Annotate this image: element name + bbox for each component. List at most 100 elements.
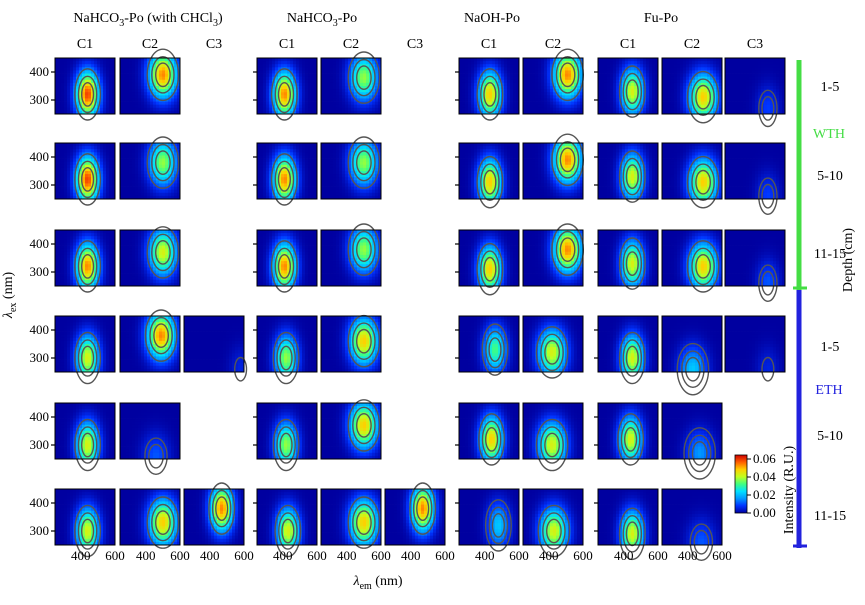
heat-cell <box>652 86 655 90</box>
heat-cell <box>305 168 308 172</box>
heat-cell <box>106 152 109 156</box>
heat-cell <box>55 143 58 147</box>
heat-cell <box>619 67 622 71</box>
heat-cell <box>737 58 740 62</box>
heat-cell <box>70 80 73 84</box>
heat-cell <box>740 98 743 102</box>
heat-cell <box>462 89 465 93</box>
heat-cell <box>535 98 538 102</box>
heat-cell <box>132 67 135 71</box>
heat-cell <box>333 180 336 184</box>
heat-cell <box>257 74 260 78</box>
heat-cell <box>144 193 147 197</box>
heat-cell <box>351 64 354 68</box>
heat-cell <box>671 86 674 90</box>
heat-cell <box>55 61 58 65</box>
heat-cell <box>351 193 354 197</box>
heat-cell <box>480 146 483 150</box>
heat-cell <box>492 92 495 96</box>
heat-cell <box>776 61 779 65</box>
heat-cell <box>462 168 465 172</box>
heat-cell <box>123 162 126 166</box>
heat-cell <box>556 98 559 102</box>
heat-cell <box>737 98 740 102</box>
heat-cell <box>100 105 103 109</box>
heat-cell <box>305 108 308 112</box>
heat-cell <box>336 58 339 62</box>
heat-cell <box>746 98 749 102</box>
heat-cell <box>707 67 710 71</box>
heat-cell <box>88 58 91 62</box>
heat-cell <box>372 146 375 150</box>
heat-cell <box>79 146 82 150</box>
heat-cell <box>94 64 97 68</box>
heat-cell <box>604 105 607 109</box>
heat-cell <box>565 70 568 74</box>
heat-cell <box>67 89 70 93</box>
heat-cell <box>665 80 668 84</box>
heat-cell <box>616 77 619 81</box>
heat-cell <box>266 102 269 106</box>
heat-cell <box>465 105 468 109</box>
heat-cell <box>129 171 132 175</box>
heat-cell <box>342 102 345 106</box>
heat-cell <box>354 58 357 62</box>
heat-cell <box>507 80 510 84</box>
heat-cell <box>85 183 88 187</box>
heat-cell <box>129 168 132 172</box>
heat-cell <box>168 108 171 112</box>
y-tick-label: 400 <box>30 149 50 164</box>
heat-cell <box>269 155 272 159</box>
heat-cell <box>501 146 504 150</box>
heat-cell <box>510 102 513 106</box>
heat-cell <box>565 108 568 112</box>
heat-cell <box>174 190 177 194</box>
heat-cell <box>144 146 147 150</box>
heat-cell <box>100 190 103 194</box>
heat-cell <box>308 86 311 90</box>
heat-cell <box>532 102 535 106</box>
heat-cell <box>126 180 129 184</box>
heat-cell <box>731 64 734 68</box>
heat-cell <box>734 98 737 102</box>
heat-cell <box>174 168 177 172</box>
heat-cell <box>465 74 468 78</box>
heat-cell <box>103 74 106 78</box>
heat-cell <box>293 67 296 71</box>
heat-cell <box>504 89 507 93</box>
heat-cell <box>311 143 314 147</box>
heat-cell <box>695 61 698 65</box>
heat-cell <box>55 86 58 90</box>
heat-cell <box>123 74 126 78</box>
heat-cell <box>544 89 547 93</box>
heat-cell <box>767 105 770 109</box>
heat-cell <box>559 102 562 106</box>
heat-cell <box>773 58 776 62</box>
heat-cell <box>707 77 710 81</box>
heat-cell <box>643 108 646 112</box>
heat-cell <box>67 58 70 62</box>
heat-cell <box>731 74 734 78</box>
heat-cell <box>67 152 70 156</box>
heat-cell <box>601 64 604 68</box>
heat-cell <box>495 61 498 65</box>
heat-cell <box>263 190 266 194</box>
heat-cell <box>308 143 311 147</box>
heat-cell <box>64 74 67 78</box>
heat-cell <box>132 102 135 106</box>
heat-cell <box>713 58 716 62</box>
heat-cell <box>674 102 677 106</box>
heat-cell <box>755 83 758 87</box>
heat-cell <box>67 102 70 106</box>
heat-cell <box>613 102 616 106</box>
heat-cell <box>333 89 336 93</box>
heat-cell <box>263 74 266 78</box>
heat-cell <box>266 165 269 169</box>
heat-cell <box>725 92 728 96</box>
heat-cell <box>504 95 507 99</box>
heat-cell <box>58 165 61 169</box>
heat-cell <box>85 70 88 74</box>
heat-cell <box>761 86 764 90</box>
heat-cell <box>740 92 743 96</box>
heat-cell <box>333 146 336 150</box>
